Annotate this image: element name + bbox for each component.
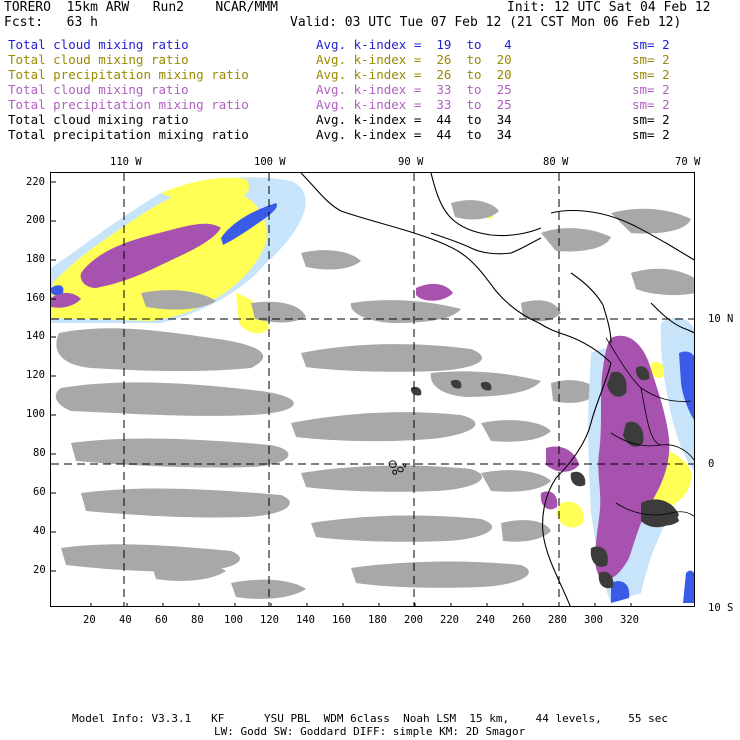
blue-cloud — [683, 570, 694, 603]
coastline — [550, 209, 694, 261]
cloud-fields — [51, 177, 694, 603]
x-tick-label: 240 — [476, 614, 495, 626]
purple-cloud — [416, 283, 453, 301]
purple-cloud — [595, 335, 670, 580]
x-tick-label: 100 — [224, 614, 243, 626]
y-tick-label: 80 — [33, 447, 46, 459]
model-title: TORERO 15km ARW Run2 NCAR/MMM — [4, 0, 278, 15]
blue-cloud — [611, 581, 630, 603]
legend-kindex: Avg. k-index = 44 to 34 — [316, 127, 512, 142]
legend-smoothing: sm= 2 — [632, 52, 670, 67]
purple-cloud — [540, 491, 558, 510]
x-tick-label: 280 — [548, 614, 567, 626]
legend-field: Total cloud mixing ratio — [8, 37, 189, 52]
lon-label: 80 W — [543, 156, 569, 168]
country-borders — [605, 337, 694, 517]
coastlines — [300, 173, 694, 606]
coastline — [542, 362, 612, 606]
purple-cloud — [80, 223, 221, 288]
x-tick-label: 20 — [83, 614, 96, 626]
lat-label: 10 N — [708, 313, 734, 325]
blue-cloud — [51, 285, 64, 296]
x-tick-label: 220 — [440, 614, 459, 626]
lat-lon-grid — [51, 173, 694, 606]
x-tick-label: 140 — [296, 614, 315, 626]
legend-smoothing: sm= 2 — [632, 37, 670, 52]
border — [640, 387, 662, 446]
y-tick-label: 20 — [33, 564, 46, 576]
y-tick-label: 160 — [26, 292, 45, 304]
legend-field: Total precipitation mixing ratio — [8, 97, 249, 112]
yellow-cloud — [161, 177, 250, 204]
y-tick-label: 60 — [33, 486, 46, 498]
valid-time: Valid: 03 UTC Tue 07 Feb 12 (21 CST Mon … — [290, 15, 682, 30]
legend-kindex: Avg. k-index = 33 to 25 — [316, 97, 512, 112]
y-tick-label: 100 — [26, 408, 45, 420]
legend-field: Total cloud mixing ratio — [8, 52, 189, 67]
legend-smoothing: sm= 2 — [632, 67, 670, 82]
legend-kindex: Avg. k-index = 26 to 20 — [316, 67, 512, 82]
lon-label: 110 W — [110, 156, 142, 168]
yellow-cloud — [556, 501, 584, 528]
legend-field: Total precipitation mixing ratio — [8, 127, 249, 142]
dark-convective-cores — [410, 366, 679, 589]
x-tick-label: 180 — [368, 614, 387, 626]
lon-label: 70 W — [675, 156, 701, 168]
x-tick-label: 40 — [119, 614, 132, 626]
model-info: Model Info: V3.3.1 KF YSU PBL WDM 6class… — [72, 712, 669, 725]
legend-kindex: Avg. k-index = 44 to 34 — [316, 112, 512, 127]
legend-smoothing: sm= 2 — [632, 127, 670, 142]
x-tick-label: 160 — [332, 614, 351, 626]
axis-ticks — [51, 181, 632, 606]
legend-field: Total precipitation mixing ratio — [8, 67, 249, 82]
y-tick-label: 200 — [26, 214, 45, 226]
blue-cloud — [679, 351, 694, 420]
coastline — [430, 173, 542, 237]
purple-cloud — [51, 292, 81, 308]
init-time: Init: 12 UTC Sat 04 Feb 12 — [507, 0, 711, 15]
legend-kindex: Avg. k-index = 19 to 4 — [316, 37, 512, 52]
x-tick-label: 300 — [584, 614, 603, 626]
y-tick-label: 120 — [26, 369, 45, 381]
legend-kindex: Avg. k-index = 26 to 20 — [316, 52, 512, 67]
island — [392, 469, 398, 475]
map-canvas — [51, 173, 694, 606]
lat-label: 10 S — [708, 602, 734, 614]
yellow-cloud — [650, 361, 665, 379]
y-tick-label: 140 — [26, 330, 45, 342]
legend-smoothing: sm= 2 — [632, 82, 670, 97]
purple-cloud — [546, 446, 579, 472]
coastline — [570, 272, 612, 344]
island — [397, 466, 404, 473]
island — [388, 460, 397, 468]
x-tick-label: 80 — [191, 614, 204, 626]
legend-kindex: Avg. k-index = 33 to 25 — [316, 82, 512, 97]
lon-label: 90 W — [398, 156, 424, 168]
lon-label: 100 W — [254, 156, 286, 168]
legend-field: Total cloud mixing ratio — [8, 112, 189, 127]
coastline — [650, 302, 694, 334]
x-tick-label: 200 — [404, 614, 423, 626]
coastline — [300, 173, 612, 364]
legend-smoothing: sm= 2 — [632, 112, 670, 127]
coastline — [430, 232, 542, 255]
x-tick-label: 120 — [260, 614, 279, 626]
yellow-cloud — [236, 293, 269, 334]
border — [615, 502, 694, 517]
blue-cloud — [221, 203, 277, 245]
x-tick-label: 260 — [512, 614, 531, 626]
forecast-hour: Fcst: 63 h — [4, 15, 98, 30]
y-tick-label: 180 — [26, 253, 45, 265]
x-tick-label: 60 — [155, 614, 168, 626]
map-plot — [50, 172, 695, 607]
physics-info: LW: Godd SW: Goddard DIFF: simple KM: 2D… — [214, 725, 526, 738]
legend-field: Total cloud mixing ratio — [8, 82, 189, 97]
y-tick-label: 40 — [33, 525, 46, 537]
x-tick-label: 320 — [620, 614, 639, 626]
legend-smoothing: sm= 2 — [632, 97, 670, 112]
y-tick-label: 220 — [26, 176, 45, 188]
lat-label: 0 — [708, 458, 715, 470]
